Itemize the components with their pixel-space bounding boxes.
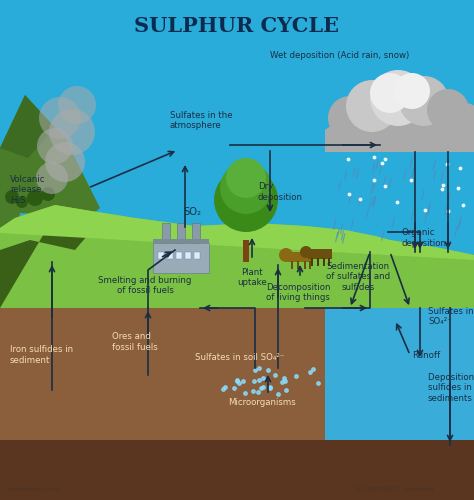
Bar	[328, 258, 330, 266]
Text: Organic
deposition: Organic deposition	[402, 228, 447, 248]
Text: Wet deposition (Acid rain, snow): Wet deposition (Acid rain, snow)	[270, 50, 410, 59]
Bar	[177, 223, 185, 243]
Text: Sulfates in the
atmosphere: Sulfates in the atmosphere	[170, 110, 233, 130]
Text: Dry
deposition: Dry deposition	[258, 182, 303, 202]
Circle shape	[448, 103, 474, 137]
Circle shape	[328, 96, 372, 140]
Polygon shape	[288, 252, 312, 262]
Circle shape	[300, 246, 312, 258]
Circle shape	[5, 190, 19, 204]
Bar	[291, 261, 293, 269]
Circle shape	[399, 76, 449, 126]
Circle shape	[279, 248, 293, 262]
Text: Deposition of
sulfides in
sediments: Deposition of sulfides in sediments	[428, 373, 474, 403]
Circle shape	[346, 80, 398, 132]
Bar	[317, 258, 319, 266]
Bar	[304, 261, 306, 269]
Bar	[153, 239, 209, 243]
Circle shape	[370, 70, 426, 126]
Circle shape	[58, 86, 96, 124]
Circle shape	[49, 109, 95, 155]
Bar	[176, 252, 182, 259]
Text: Plant
uptake: Plant uptake	[237, 268, 267, 287]
Text: Runoff: Runoff	[412, 350, 440, 360]
Polygon shape	[0, 95, 55, 158]
Polygon shape	[325, 92, 474, 152]
Bar	[297, 261, 299, 269]
Text: dreamstime.com: dreamstime.com	[8, 487, 61, 492]
Text: Smelting and burning
of fossil fuels: Smelting and burning of fossil fuels	[98, 276, 191, 295]
Circle shape	[220, 162, 272, 214]
Text: Microorganisms: Microorganisms	[228, 398, 296, 407]
Circle shape	[36, 162, 68, 194]
Polygon shape	[308, 249, 332, 259]
Circle shape	[27, 190, 43, 206]
Circle shape	[37, 128, 73, 164]
Bar	[0, 435, 474, 500]
Circle shape	[394, 73, 430, 109]
Bar	[158, 252, 164, 259]
Bar	[0, 305, 474, 440]
Circle shape	[427, 89, 469, 131]
Circle shape	[226, 158, 266, 198]
Circle shape	[45, 142, 85, 182]
Circle shape	[214, 168, 278, 232]
Polygon shape	[0, 205, 474, 308]
Polygon shape	[0, 205, 474, 260]
Bar	[194, 252, 200, 259]
Polygon shape	[325, 248, 474, 440]
Text: Sulfates in soil SO₄²⁻: Sulfates in soil SO₄²⁻	[195, 354, 284, 362]
Bar	[243, 240, 249, 262]
Polygon shape	[0, 215, 105, 308]
Bar	[323, 258, 325, 266]
Bar	[309, 261, 311, 269]
Circle shape	[41, 187, 55, 201]
Text: Iron sulfides in
sediment: Iron sulfides in sediment	[10, 346, 73, 364]
Circle shape	[39, 97, 81, 139]
Text: SO₂: SO₂	[183, 207, 201, 217]
Text: ID 180029962 © VectorMine: ID 180029962 © VectorMine	[355, 487, 434, 492]
Bar	[162, 223, 170, 243]
Text: Volcanic
release
H₂S: Volcanic release H₂S	[10, 175, 46, 205]
Text: Sulfates in water
SO₄²⁻: Sulfates in water SO₄²⁻	[428, 307, 474, 326]
Bar	[185, 252, 191, 259]
Bar	[311, 258, 313, 266]
Text: Ores and
fossil fuels: Ores and fossil fuels	[112, 332, 158, 351]
Polygon shape	[0, 95, 100, 308]
Bar	[192, 223, 200, 243]
Circle shape	[16, 196, 28, 208]
Text: Sedimentation
of sulfates and
sulfides: Sedimentation of sulfates and sulfides	[326, 262, 390, 292]
Bar	[153, 243, 209, 273]
Text: SULPHUR CYCLE: SULPHUR CYCLE	[135, 16, 339, 36]
Bar	[167, 252, 173, 259]
Circle shape	[370, 73, 410, 113]
Text: Decomposition
of living things: Decomposition of living things	[266, 283, 330, 302]
